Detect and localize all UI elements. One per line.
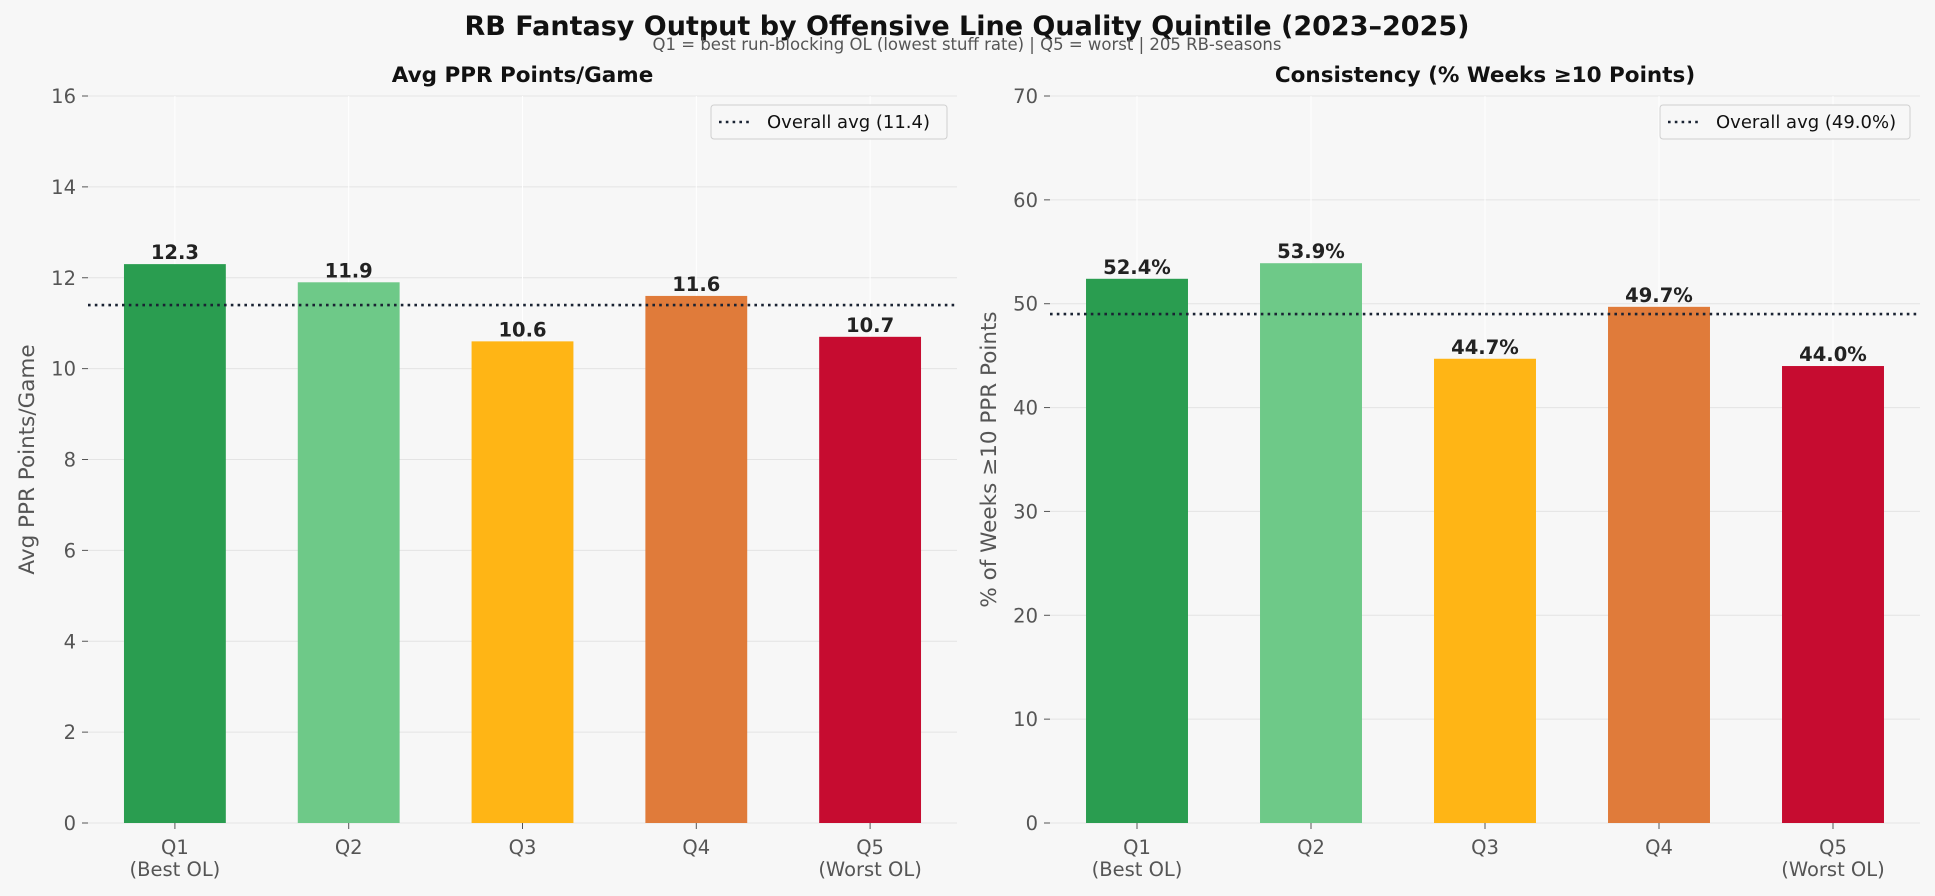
x-tick-label: Q1 — [1123, 836, 1151, 859]
legend-label: Overall avg (49.0%) — [1716, 112, 1896, 133]
x-tick-label: Q4 — [1645, 836, 1673, 859]
bar — [471, 341, 574, 823]
y-tick-label: 30 — [1013, 500, 1038, 523]
y-tick-label: 40 — [1013, 397, 1038, 420]
x-tick-label: Q2 — [1297, 836, 1325, 859]
bar — [1260, 263, 1362, 824]
bar-value-label: 44.7% — [1451, 336, 1519, 359]
y-tick-label: 14 — [51, 176, 76, 199]
y-tick-label: 20 — [1013, 604, 1038, 627]
x-tick-label: (Best OL) — [129, 858, 220, 881]
y-tick-label: 4 — [64, 630, 76, 653]
x-tick-label: Q5 — [856, 836, 884, 859]
bar-value-label: 49.7% — [1625, 284, 1693, 307]
bar — [297, 282, 400, 823]
bar — [123, 264, 226, 823]
legend-box — [710, 104, 948, 140]
legend: Overall avg (11.4) — [710, 104, 948, 140]
y-tick-label: 10 — [1013, 708, 1038, 731]
y-tick-label: 16 — [51, 85, 76, 108]
bar-value-label: 10.7 — [846, 314, 894, 337]
x-tick-label: Q3 — [509, 836, 537, 859]
y-tick-label: 8 — [64, 449, 76, 472]
legend-box — [1659, 104, 1911, 140]
x-tick-label: Q5 — [1819, 836, 1847, 859]
y-tick-label: 0 — [64, 812, 76, 835]
bar-value-label: 53.9% — [1277, 240, 1345, 263]
bar — [645, 295, 748, 823]
x-tick-label: Q4 — [682, 836, 710, 859]
x-tick-label: Q1 — [161, 836, 189, 859]
y-axis-label: Avg PPR Points/Game — [15, 344, 40, 574]
legend-label: Overall avg (11.4) — [767, 112, 930, 133]
x-tick-label: Q2 — [335, 836, 363, 859]
y-tick-label: 2 — [64, 721, 76, 744]
bar — [1086, 278, 1188, 823]
y-tick-label: 60 — [1013, 189, 1038, 212]
bar-value-label: 11.6 — [672, 273, 720, 296]
chart-title: Consistency (% Weeks ≥10 Points) — [1275, 63, 1695, 88]
bar-value-label: 12.3 — [151, 241, 199, 264]
y-tick-label: 10 — [51, 358, 76, 381]
bar-value-label: 11.9 — [325, 259, 373, 282]
bar — [1434, 358, 1536, 823]
figure-title: RB Fantasy Output by Offensive Line Qual… — [465, 11, 1470, 42]
legend: Overall avg (49.0%) — [1659, 104, 1911, 140]
y-tick-label: 70 — [1013, 85, 1038, 108]
x-tick-label: (Worst OL) — [818, 858, 922, 881]
y-tick-label: 0 — [1026, 812, 1038, 835]
figure-subtitle: Q1 = best run-blocking OL (lowest stuff … — [653, 35, 1282, 54]
chart-title: Avg PPR Points/Game — [392, 63, 654, 88]
bar-value-label: 10.6 — [498, 318, 546, 341]
bar-value-label: 52.4% — [1103, 256, 1171, 279]
bar — [1608, 306, 1710, 824]
x-tick-label: (Worst OL) — [1781, 858, 1885, 881]
y-tick-label: 50 — [1013, 293, 1038, 316]
bar — [1782, 366, 1884, 823]
x-tick-label: Q3 — [1471, 836, 1499, 859]
y-tick-label: 6 — [64, 539, 76, 562]
y-tick-label: 12 — [51, 267, 76, 290]
bar — [819, 336, 922, 823]
bar-value-label: 44.0% — [1799, 343, 1867, 366]
y-axis-label: % of Weeks ≥10 PPR Points — [977, 311, 1002, 607]
consistency-chart: 0 10 20 30 40 50 60 70 % of Weeks ≥10 PPR Points… — [977, 63, 1920, 881]
ppr-points-chart: 0 2 4 6 8 10 12 14 16 Avg PPR Points/Game Avg PPR … — [15, 63, 957, 881]
x-tick-label: (Best OL) — [1092, 858, 1183, 881]
